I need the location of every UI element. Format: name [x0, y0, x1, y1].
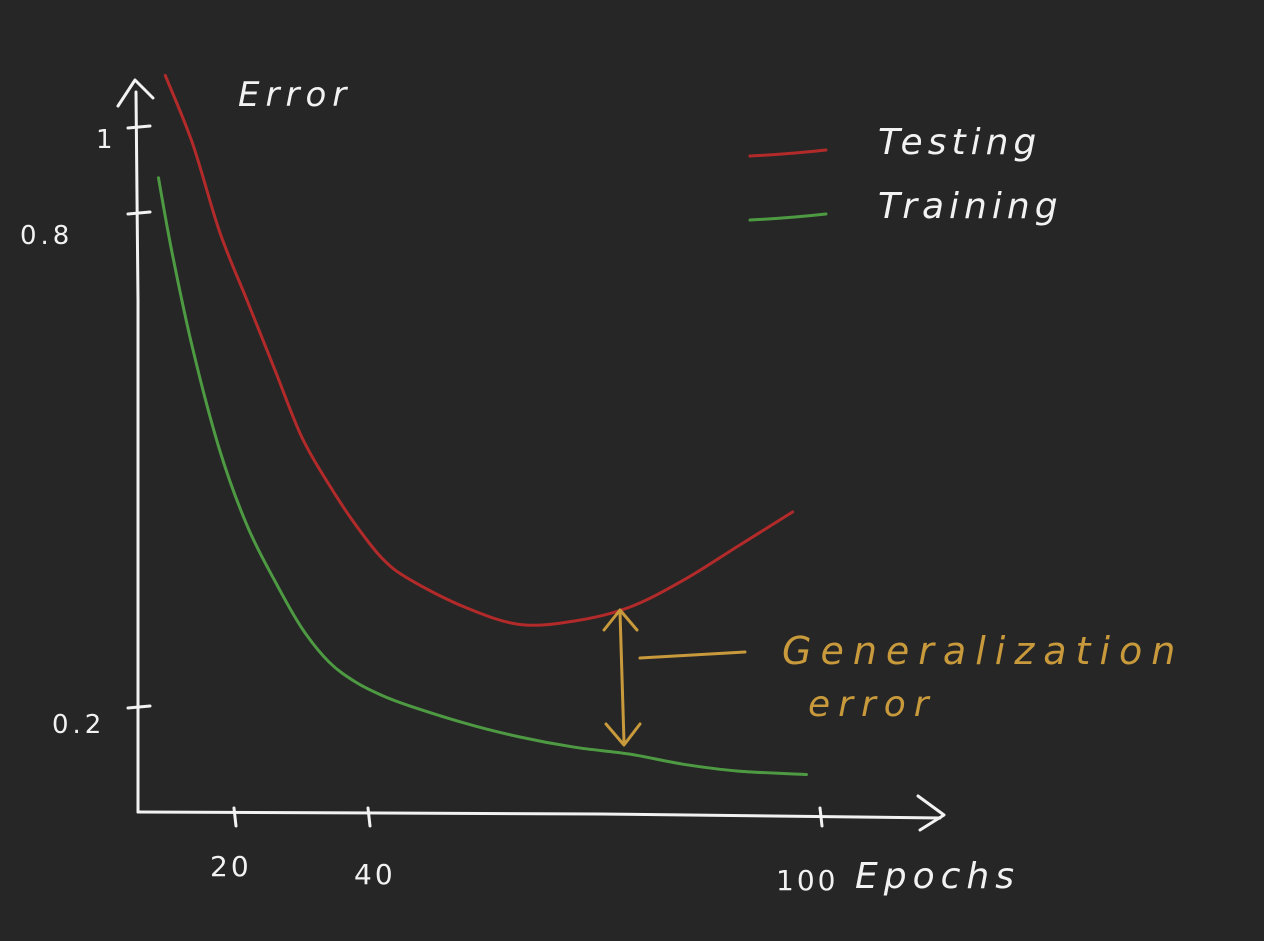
x-tick-mark: [232, 806, 238, 828]
series-layer: [156, 73, 808, 776]
x-axis-line: [136, 810, 942, 820]
x-tick-label: 40: [354, 858, 396, 891]
legend-label: Training: [878, 186, 1063, 227]
x-tick-mark: [818, 806, 824, 828]
x-tick-label: 100: [776, 864, 838, 897]
y-tick-label: 0.8: [20, 221, 73, 251]
y-tick-mark: [126, 704, 152, 710]
legend-item: Testing: [748, 122, 1041, 163]
x-tick: 40: [354, 806, 396, 891]
legend: Testing Training: [748, 122, 1063, 227]
x-tick: 20: [210, 806, 252, 883]
y-tick-mark: [126, 124, 152, 130]
y-tick: 0.8: [20, 210, 152, 251]
annotation-leader-line: [638, 650, 747, 660]
y-axis-arrow-icon: [116, 78, 155, 108]
y-tick-mark: [126, 210, 152, 216]
double-arrow-icon: [602, 608, 642, 747]
x-tick-label: 20: [210, 850, 252, 883]
legend-item: Training: [748, 186, 1063, 227]
x-ticks: 20 40 100: [210, 806, 838, 897]
series-line-testing: [163, 73, 795, 627]
axes: [116, 78, 946, 832]
y-ticks: 1 0.8 0.2: [20, 124, 152, 740]
x-axis-label: Epochs: [855, 856, 1020, 897]
legend-swatch: [748, 212, 828, 222]
generalization-error-annotation: Generalization error: [602, 608, 1184, 747]
y-tick: 0.2: [52, 704, 152, 740]
legend-label: Testing: [878, 122, 1041, 163]
y-tick-label: 1: [96, 125, 117, 155]
y-axis-line: [134, 90, 140, 814]
x-axis-arrow-icon: [916, 794, 946, 832]
series-line-training: [156, 176, 808, 776]
y-tick: 1: [96, 124, 152, 155]
annotation-text-line-1: Generalization: [782, 629, 1184, 673]
x-tick-mark: [366, 806, 372, 828]
x-tick: 100: [776, 806, 838, 897]
legend-swatch: [748, 148, 828, 158]
annotation-text-line-2: error: [808, 684, 937, 725]
y-axis-label: Error: [238, 75, 352, 115]
y-tick-label: 0.2: [52, 710, 105, 740]
